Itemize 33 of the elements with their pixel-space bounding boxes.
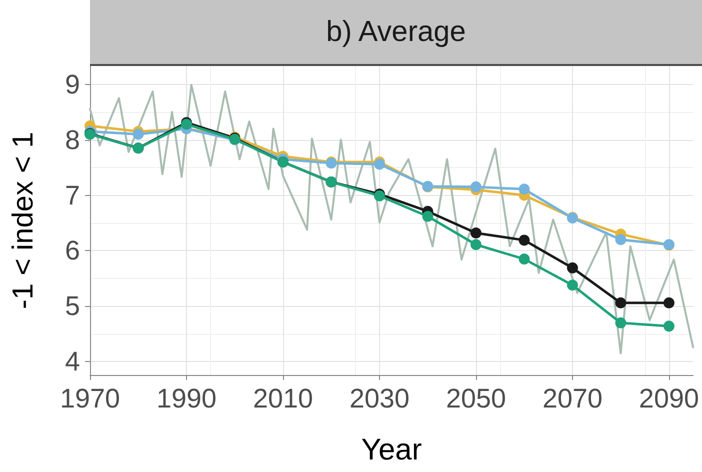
- y-tick-label: 4: [64, 346, 80, 377]
- chart-title: b) Average: [90, 0, 702, 66]
- y-axis-title: -1 < index < 1: [8, 132, 40, 310]
- point: [566, 280, 578, 291]
- x-tick-label: 2070: [542, 384, 603, 414]
- x-tick-label: 2050: [446, 384, 506, 414]
- x-tick-label: 1990: [156, 384, 217, 414]
- point: [615, 234, 626, 246]
- point: [663, 297, 674, 308]
- point: [518, 254, 530, 265]
- y-tick-label: 9: [64, 69, 80, 100]
- point: [615, 317, 626, 328]
- x-tick-label: 2090: [638, 384, 700, 414]
- point: [518, 184, 530, 195]
- x-axis-title: Year: [361, 434, 422, 466]
- y-tick-label: 7: [64, 180, 80, 210]
- y-tick-label: 8: [64, 124, 80, 155]
- point: [663, 320, 674, 332]
- point: [470, 181, 482, 192]
- x-tick-label: 1970: [60, 384, 120, 414]
- point: [470, 227, 482, 238]
- y-tick-label: 5: [64, 291, 80, 322]
- line-series: [89, 84, 694, 354]
- point: [615, 297, 626, 308]
- point: [518, 234, 530, 246]
- point: [470, 239, 482, 250]
- point: [566, 262, 578, 274]
- y-tick-label: 6: [64, 236, 80, 266]
- x-tick-label: 2010: [252, 384, 314, 414]
- x-tick-label: 2030: [349, 384, 410, 414]
- point: [132, 128, 144, 140]
- point: [422, 210, 434, 222]
- point: [374, 158, 385, 170]
